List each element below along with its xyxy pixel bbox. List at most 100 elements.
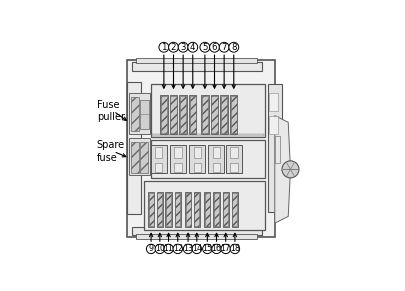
Text: 7: 7 (222, 43, 227, 52)
Circle shape (159, 42, 169, 52)
Bar (158, 193, 162, 226)
Text: 1: 1 (161, 43, 166, 52)
Bar (208, 145, 224, 173)
Bar (148, 192, 154, 227)
Bar (213, 163, 220, 172)
Text: 5: 5 (202, 43, 208, 52)
Bar (175, 163, 181, 172)
Circle shape (164, 244, 173, 254)
Bar (214, 193, 219, 226)
Bar (131, 97, 139, 131)
Text: 17: 17 (221, 244, 231, 253)
Bar (132, 62, 262, 71)
Text: 8: 8 (231, 43, 237, 52)
Circle shape (192, 244, 202, 254)
Bar (152, 134, 264, 136)
Circle shape (178, 42, 188, 52)
Bar (157, 192, 163, 227)
Bar (175, 192, 181, 227)
Bar (165, 192, 172, 227)
Bar (132, 227, 262, 235)
Bar (136, 234, 257, 239)
Bar (189, 145, 205, 173)
Circle shape (155, 244, 164, 254)
Bar (211, 95, 218, 134)
Text: Spare
fuse: Spare fuse (97, 140, 125, 163)
Bar (221, 95, 227, 133)
Bar (230, 147, 237, 158)
Bar (194, 147, 200, 158)
Bar (268, 84, 281, 212)
Circle shape (146, 244, 156, 254)
Bar (194, 163, 200, 172)
Bar (129, 138, 150, 175)
Text: 10: 10 (155, 244, 165, 253)
Bar (127, 82, 141, 214)
Text: 9: 9 (149, 244, 153, 253)
Bar (185, 192, 191, 227)
Circle shape (219, 42, 229, 52)
Bar (127, 60, 275, 237)
Bar (194, 193, 199, 226)
Bar (223, 193, 228, 226)
Bar (175, 193, 180, 226)
Bar (232, 193, 237, 226)
Text: 14: 14 (192, 244, 202, 253)
Circle shape (183, 244, 193, 254)
Polygon shape (275, 116, 290, 223)
Bar (129, 93, 150, 134)
Bar (211, 95, 217, 133)
Bar (185, 193, 190, 226)
Bar (141, 143, 148, 173)
Text: 13: 13 (183, 244, 193, 253)
Bar (205, 193, 210, 226)
Text: 11: 11 (164, 244, 174, 253)
Bar (213, 147, 220, 158)
Bar (179, 95, 187, 134)
Text: 6: 6 (212, 43, 217, 52)
Bar (161, 95, 167, 133)
Bar (170, 145, 186, 173)
Bar (202, 95, 208, 133)
Bar (170, 95, 177, 134)
Circle shape (229, 42, 239, 52)
Circle shape (212, 244, 221, 254)
Text: 4: 4 (190, 43, 196, 52)
Bar (156, 147, 162, 158)
Bar (201, 95, 209, 134)
Bar (160, 95, 168, 134)
Bar (166, 193, 171, 226)
Bar (151, 84, 265, 137)
Bar (180, 95, 186, 133)
Bar (194, 192, 200, 227)
Bar (136, 58, 257, 63)
Bar (230, 95, 237, 134)
Bar (149, 193, 153, 226)
Bar (141, 100, 149, 129)
Bar (189, 95, 196, 134)
Circle shape (282, 161, 299, 178)
Text: 16: 16 (211, 244, 222, 253)
Text: 3: 3 (180, 43, 186, 52)
Circle shape (202, 244, 212, 254)
Text: 2: 2 (171, 43, 176, 52)
Bar (232, 192, 238, 227)
Circle shape (221, 244, 230, 254)
Bar (231, 95, 237, 133)
Bar (220, 95, 228, 134)
Bar (175, 147, 181, 158)
Circle shape (173, 244, 183, 254)
Circle shape (168, 42, 179, 52)
Circle shape (188, 42, 198, 52)
Bar (144, 180, 265, 230)
Text: Fuse
puller: Fuse puller (97, 100, 125, 122)
Bar (151, 140, 265, 178)
Bar (226, 145, 243, 173)
Bar (223, 192, 229, 227)
Bar (230, 163, 237, 172)
Bar (131, 143, 139, 173)
Text: 18: 18 (230, 244, 240, 253)
Text: 12: 12 (173, 244, 183, 253)
Circle shape (200, 42, 210, 52)
Bar (269, 93, 278, 111)
